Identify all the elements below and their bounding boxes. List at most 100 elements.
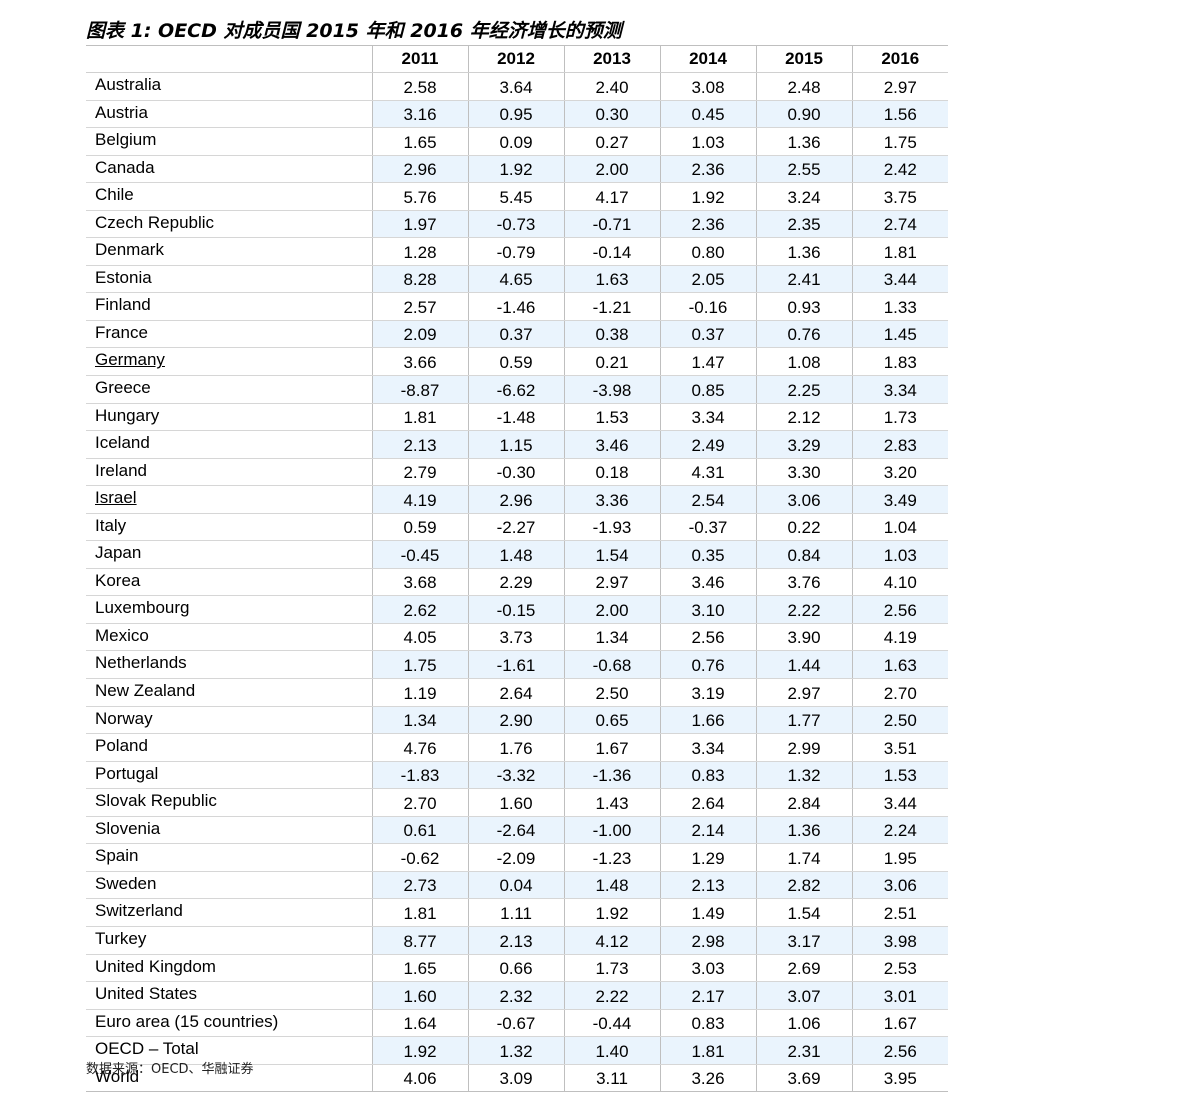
value-cell-2014: 2.13 [659, 871, 756, 900]
value-cell-2014: 2.54 [659, 485, 756, 514]
header-corner-cell [86, 46, 372, 73]
column-header-2013: 2013 [563, 46, 660, 73]
value-cell-2016: 4.19 [851, 623, 948, 652]
value-cell-2015: 2.12 [755, 403, 852, 432]
value-cell-2012: -0.30 [467, 458, 564, 487]
value-cell-2011: 1.92 [371, 1036, 468, 1065]
value-cell-2012: -2.09 [467, 843, 564, 872]
value-cell-2012: -1.46 [467, 292, 564, 321]
country-label: Canada [95, 157, 155, 177]
country-label: Mexico [95, 625, 149, 645]
value-cell-2014: 2.14 [659, 816, 756, 845]
value-cell-2013: 3.11 [563, 1064, 660, 1093]
country-cell: Hungary [86, 403, 372, 432]
country-cell: Netherlands [86, 650, 372, 680]
value-cell-2012: 0.04 [467, 871, 564, 900]
value-cell-2015: 2.31 [755, 1036, 852, 1065]
value-cell-2013: 1.67 [563, 733, 660, 762]
value-cell-2016: 4.10 [851, 568, 948, 597]
value-cell-2016: 3.51 [851, 733, 948, 762]
value-cell-2015: 2.25 [755, 375, 852, 404]
value-cell-2011: 4.06 [371, 1064, 468, 1093]
table-row: Belgium 1.65 0.09 0.27 1.03 1.36 1.75 [86, 127, 948, 156]
value-cell-2012: -2.27 [467, 513, 564, 542]
column-header-2015: 2015 [755, 46, 852, 73]
value-cell-2011: 1.97 [371, 210, 468, 239]
value-cell-2013: 4.12 [563, 926, 660, 955]
value-cell-2015: 3.17 [755, 926, 852, 955]
country-cell: Australia [86, 72, 372, 101]
table-row: Slovenia 0.61 -2.64 -1.00 2.14 1.36 2.24 [86, 816, 948, 845]
value-cell-2014: 2.49 [659, 430, 756, 459]
value-cell-2012: -0.73 [467, 210, 564, 239]
value-cell-2014: 1.03 [659, 127, 756, 156]
value-cell-2011: 4.05 [371, 623, 468, 652]
country-label: Japan [95, 543, 142, 563]
value-cell-2011: 8.28 [371, 265, 468, 294]
value-cell-2013: 1.48 [563, 871, 660, 900]
value-cell-2014: 0.35 [659, 540, 756, 569]
country-label: Austria [95, 102, 148, 122]
value-cell-2016: 2.56 [851, 1036, 948, 1065]
table-row: Denmark 1.28 -0.79 -0.14 0.80 1.36 1.81 [86, 237, 948, 266]
value-cell-2016: 1.73 [851, 403, 948, 432]
country-cell: Turkey [86, 926, 372, 955]
table-row: Israel 4.19 2.96 3.36 2.54 3.06 3.49 [86, 485, 948, 514]
value-cell-2013: 3.36 [563, 485, 660, 514]
column-header-2012: 2012 [467, 46, 564, 73]
value-cell-2011: 1.34 [371, 706, 468, 735]
country-cell: Estonia [86, 265, 372, 294]
value-cell-2015: 1.77 [755, 706, 852, 735]
table-row: OECD – Total 1.92 1.32 1.40 1.81 2.31 2.56 [86, 1036, 948, 1065]
value-cell-2013: 0.27 [563, 127, 660, 156]
figure-title: 图表 1: OECD 对成员国 2015 年和 2016 年经济增长的预测 [86, 20, 622, 42]
value-cell-2014: -0.16 [659, 292, 756, 321]
value-cell-2014: 0.80 [659, 237, 756, 266]
country-label: Turkey [95, 928, 147, 948]
value-cell-2013: 2.00 [563, 595, 660, 624]
country-label: Poland [95, 736, 148, 756]
value-cell-2011: 2.09 [371, 320, 468, 349]
value-cell-2011: 4.76 [371, 733, 468, 762]
value-cell-2014: 2.05 [659, 265, 756, 294]
table-row: Norway 1.34 2.90 0.65 1.66 1.77 2.50 [86, 706, 948, 735]
country-label: Hungary [95, 405, 160, 425]
value-cell-2012: 1.11 [467, 898, 564, 927]
value-cell-2016: 3.49 [851, 485, 948, 514]
table-row: Austria 3.16 0.95 0.30 0.45 0.90 1.56 [86, 100, 948, 129]
country-label: Luxembourg [95, 598, 190, 618]
value-cell-2012: -6.62 [467, 375, 564, 404]
country-cell: United States [86, 981, 372, 1010]
table-row: Slovak Republic 2.70 1.60 1.43 2.64 2.84 3.44 [86, 788, 948, 817]
country-label: Korea [95, 570, 141, 590]
value-cell-2012: 1.15 [467, 430, 564, 459]
country-cell: Austria [86, 100, 372, 129]
country-cell: Czech Republic [86, 210, 372, 239]
value-cell-2013: -1.93 [563, 513, 660, 542]
value-cell-2014: 3.03 [659, 954, 756, 983]
value-cell-2012: 2.90 [467, 706, 564, 735]
value-cell-2013: 0.38 [563, 320, 660, 349]
value-cell-2011: -8.87 [371, 375, 468, 404]
value-cell-2012: -0.15 [467, 595, 564, 624]
table-row: Hungary 1.81 -1.48 1.53 3.34 2.12 1.73 [86, 403, 948, 432]
country-cell: Israel [86, 485, 372, 514]
value-cell-2013: 2.50 [563, 678, 660, 707]
value-cell-2011: 1.19 [371, 678, 468, 707]
value-cell-2013: -0.14 [563, 237, 660, 266]
country-label: Portugal [95, 763, 159, 783]
value-cell-2013: -0.44 [563, 1009, 660, 1038]
value-cell-2015: 3.06 [755, 485, 852, 514]
country-cell: Norway [86, 706, 372, 735]
value-cell-2011: 2.79 [371, 458, 468, 487]
country-label: Estonia [95, 267, 152, 287]
value-cell-2016: 3.34 [851, 375, 948, 404]
value-cell-2015: 3.30 [755, 458, 852, 487]
country-label: Czech Republic [95, 212, 215, 232]
value-cell-2014: 3.19 [659, 678, 756, 707]
value-cell-2014: 2.98 [659, 926, 756, 955]
value-cell-2013: 0.65 [563, 706, 660, 735]
country-cell: OECD – Total [86, 1036, 372, 1065]
table-row: Spain -0.62 -2.09 -1.23 1.29 1.74 1.95 [86, 843, 948, 872]
value-cell-2013: -0.71 [563, 210, 660, 239]
